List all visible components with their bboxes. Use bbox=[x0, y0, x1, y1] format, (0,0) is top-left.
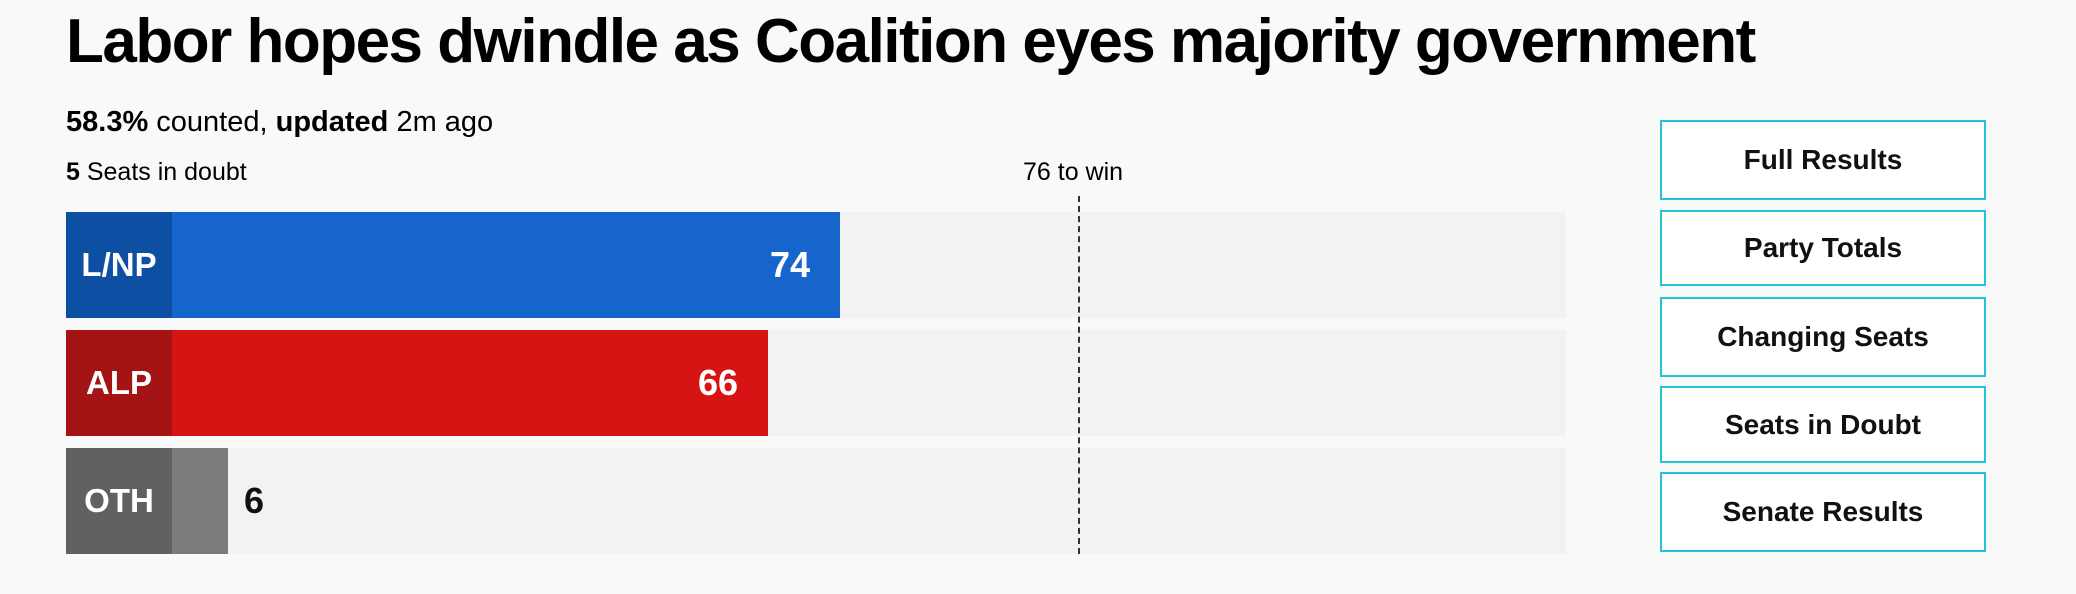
seats-in-doubt-count: 5 bbox=[66, 158, 80, 186]
counted-percent: 58.3% bbox=[66, 106, 149, 138]
count-status: 58.3% counted, updated 2m ago bbox=[66, 106, 493, 139]
party-row: ALP 66 bbox=[66, 330, 1566, 436]
seat-bar bbox=[172, 212, 840, 318]
page-title: Labor hopes dwindle as Coalition eyes ma… bbox=[66, 7, 1756, 76]
party-label: L/NP bbox=[66, 212, 172, 318]
seat-bar bbox=[172, 448, 228, 554]
party-totals-button[interactable]: Party Totals bbox=[1660, 210, 1986, 286]
seats-in-doubt-label: Seats in doubt bbox=[79, 158, 247, 186]
changing-seats-button[interactable]: Changing Seats bbox=[1660, 297, 1986, 377]
full-results-button[interactable]: Full Results bbox=[1660, 120, 1986, 200]
updated-time: 2m ago bbox=[388, 106, 494, 138]
majority-threshold-line bbox=[1078, 196, 1080, 554]
seats-in-doubt-button[interactable]: Seats in Doubt bbox=[1660, 386, 1986, 463]
party-row: L/NP 74 bbox=[66, 212, 1566, 318]
majority-label: 76 to win bbox=[1023, 158, 1124, 186]
party-label: OTH bbox=[66, 448, 172, 554]
seat-count: 6 bbox=[244, 480, 265, 521]
seats-in-doubt-summary: 5 Seats in doubt bbox=[66, 158, 247, 187]
seat-bar bbox=[172, 330, 768, 436]
seat-count: 74 bbox=[769, 244, 810, 285]
party-label: ALP bbox=[66, 330, 172, 436]
seat-count: 66 bbox=[697, 362, 738, 403]
counted-text: counted, bbox=[148, 106, 276, 138]
senate-results-button[interactable]: Senate Results bbox=[1660, 472, 1986, 552]
updated-label: updated bbox=[275, 106, 389, 138]
party-row: OTH 6 bbox=[66, 448, 1566, 554]
